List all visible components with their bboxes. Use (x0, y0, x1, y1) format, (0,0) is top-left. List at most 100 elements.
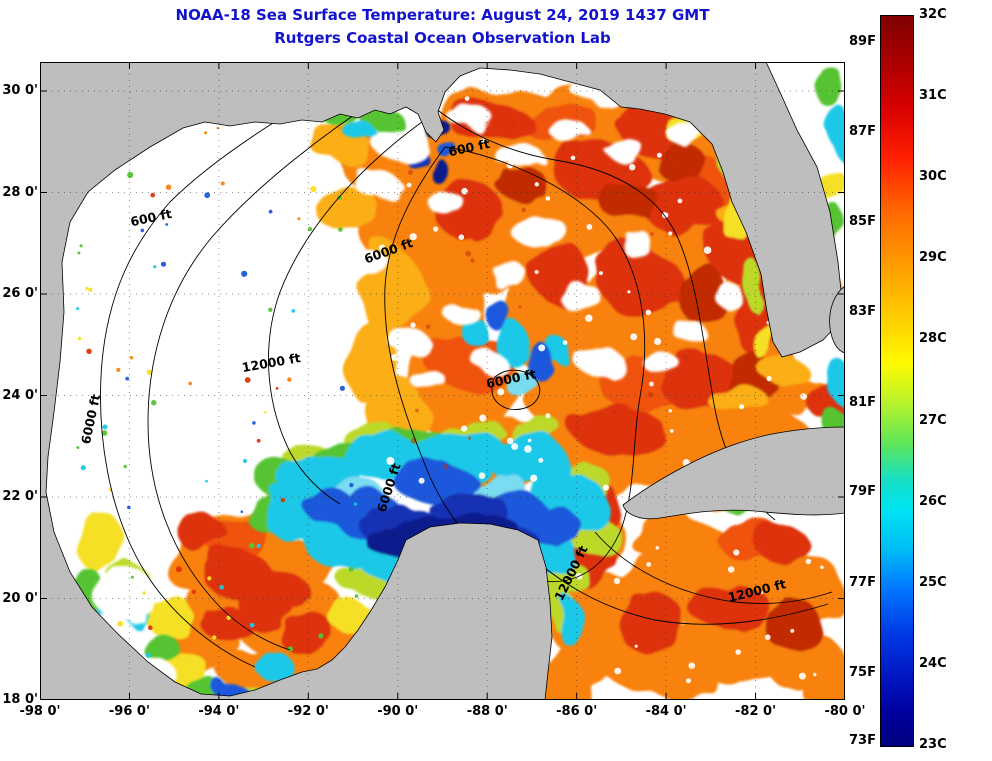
sst-speckle (256, 438, 261, 443)
sst-speckle (153, 265, 157, 269)
bathymetry-contours (100, 67, 833, 668)
sst-speckle (470, 258, 475, 263)
colorbar-celsius-label: 29C (919, 250, 947, 266)
y-axis-tick-label: 24 0' (2, 387, 38, 403)
sst-speckle (647, 391, 654, 398)
sst-speckle (521, 207, 526, 213)
sst-speckle (433, 226, 439, 232)
colorbar-celsius-label: 25C (919, 574, 947, 590)
sst-speckle (650, 232, 654, 236)
sst-speckle (130, 575, 134, 579)
figure-title: NOAA-18 Sea Surface Temperature: August … (175, 6, 710, 24)
axes-frame (40, 62, 845, 700)
sst-speckle (646, 562, 652, 567)
sst-speckle (410, 322, 416, 328)
sst-speckle (127, 505, 131, 510)
sst-speckle (275, 387, 279, 390)
sst-speckle (249, 622, 255, 628)
sst-speckle (79, 244, 83, 248)
sst-speckle (383, 140, 391, 148)
sst-speckle (443, 464, 449, 470)
sst-speckle (480, 138, 486, 144)
sst-speckle (677, 198, 683, 204)
sst-speckle (160, 261, 167, 267)
sst-speckle (630, 333, 638, 341)
sst-speckle (291, 309, 296, 313)
sst-speckle (307, 226, 313, 232)
sst-speckle (242, 458, 248, 464)
sst-speckle (668, 231, 673, 236)
map-plot-area: 600 ft 600 ft 6000 ft 6000 ft 12000 ft 6000 f… (40, 62, 845, 700)
sst-speckle (76, 307, 80, 311)
sst-speckle (129, 356, 134, 360)
sst-speckle (510, 123, 514, 128)
sst-speckle (669, 429, 674, 433)
sst-speckle (117, 620, 124, 627)
colorbar-fahrenheit-label: 85F (849, 214, 876, 230)
sst-speckle (530, 474, 538, 482)
sst-speckle (627, 290, 631, 294)
sst-speckle (468, 436, 472, 440)
land-layer (40, 62, 845, 700)
x-axis-tick-label: -80 0' (824, 704, 866, 719)
sst-speckle (634, 644, 638, 648)
sst-speckle (101, 430, 108, 436)
sst-speckle (287, 646, 293, 652)
sst-speckle (77, 336, 82, 341)
sst-speckle (545, 196, 551, 201)
sst-speckle (524, 445, 532, 453)
sst-speckle (671, 162, 677, 169)
sst-speckle (204, 192, 211, 199)
sst-speckle (479, 414, 487, 422)
x-axis-tick-label: -98 0' (19, 704, 61, 719)
sst-speckle (688, 662, 696, 669)
land-cuba (622, 426, 845, 520)
sst-speckle (570, 155, 576, 161)
sst-speckle (534, 270, 539, 274)
sst-speckle (241, 270, 248, 277)
sst-speckle (591, 92, 599, 100)
x-axis-tick-label: -88 0' (466, 704, 508, 719)
y-axis-tick-label: 30 0' (2, 83, 38, 98)
colorbar-fahrenheit-label: 77F (849, 574, 876, 590)
sst-speckle (204, 131, 208, 135)
sst-speckle (280, 497, 286, 503)
x-axis-tick-label: -86 0' (556, 704, 598, 719)
sst-speckle (249, 542, 255, 549)
sst-speckle (353, 502, 357, 506)
sst-speckle (654, 337, 662, 346)
land-north-america-mexico (40, 62, 843, 700)
colorbar-fahrenheit-label: 75F (849, 664, 876, 680)
sst-speckle (727, 566, 735, 573)
sst-speckle (759, 590, 763, 595)
y-axis-tick-label: 18 0' (2, 692, 38, 707)
sst-speckle (735, 649, 741, 655)
colorbar-celsius-label: 30C (919, 169, 947, 185)
sst-speckle (349, 482, 354, 488)
x-axis-tick-label: -92 0' (287, 704, 329, 719)
sst-speckle (252, 421, 256, 425)
sst-speckle (151, 400, 157, 406)
sst-speckle (88, 287, 93, 292)
sst-speckle (140, 228, 145, 233)
colorbar-celsius-label: 23C (919, 737, 947, 752)
sst-speckle (656, 152, 662, 158)
sst-speckle (268, 209, 273, 214)
sst-speckle (585, 314, 593, 322)
sst-speckle (464, 96, 470, 101)
sst-speckle (391, 353, 399, 361)
sst-speckle (165, 184, 172, 190)
colorbar-celsius-label: 32C (919, 7, 947, 22)
sst-speckle (240, 510, 244, 513)
sst-speckle (465, 250, 472, 257)
colorbar-fahrenheit-label: 73F (849, 733, 876, 749)
colorbar-fahrenheit-label: 89F (849, 34, 876, 49)
sst-speckle (612, 409, 617, 414)
sst-speckle (458, 234, 465, 240)
sst-speckle (614, 667, 622, 675)
sst-speckle (243, 606, 250, 613)
colorbar-fahrenheit-label: 81F (849, 394, 876, 410)
sst-speckle (338, 126, 341, 130)
sst-speckle (550, 128, 555, 133)
